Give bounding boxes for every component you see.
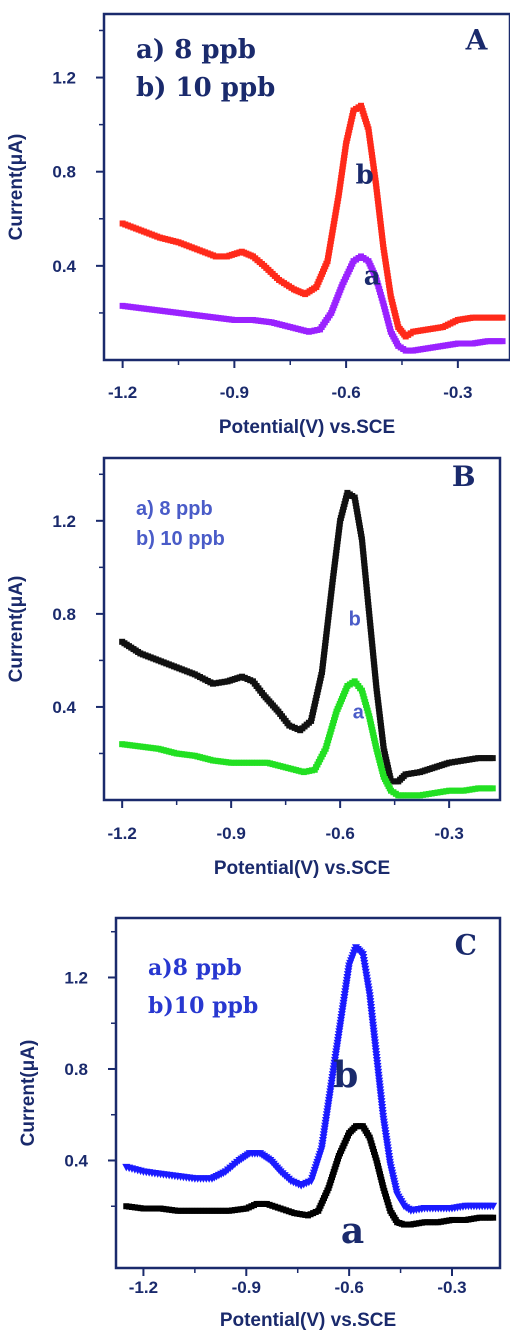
data-point — [489, 785, 496, 792]
legend-entry: a)8 ppb — [148, 955, 242, 981]
x-tick-label: -0.9 — [220, 383, 249, 402]
plot-frame — [102, 456, 502, 802]
series-b — [119, 489, 496, 785]
chart-panel-b: -1.2 -0.9 -0.6 -0.3 0.4 0.8 1.2 Potential(V) vs… — [6, 456, 502, 879]
x-tick-label: -0.9 — [232, 1278, 261, 1297]
data-point — [499, 338, 506, 345]
plot-frame — [102, 12, 510, 362]
data-point — [489, 1202, 498, 1211]
curve-label: a — [341, 1210, 364, 1252]
legend-entry: a) 8 ppb — [136, 35, 256, 65]
y-tick-label: 0.8 — [64, 1060, 88, 1079]
panel-letter: A — [465, 23, 489, 56]
y-axis-label: Current(μA) — [6, 576, 27, 683]
x-tick-label: -1.2 — [108, 824, 137, 843]
x-tick-label: -0.6 — [325, 824, 354, 843]
x-tick-label: -1.2 — [108, 383, 137, 402]
y-tick-label: 1.2 — [52, 512, 76, 531]
data-point — [490, 1214, 497, 1221]
series-b — [122, 944, 498, 1215]
data-point — [499, 314, 506, 321]
legend-entry: b)10 ppb — [148, 993, 258, 1019]
plot-frame — [114, 916, 502, 1270]
y-tick-label: 1.2 — [64, 968, 88, 987]
x-tick-label: -0.3 — [443, 383, 472, 402]
x-tick-label: -0.3 — [434, 824, 463, 843]
curve-label: a — [364, 262, 381, 292]
curve-label: b — [356, 160, 374, 190]
chart-panel-c: -1.2 -0.9 -0.6 -0.3 0.4 0.8 1.2 Potential(V) vs… — [18, 916, 502, 1331]
y-tick-label: 0.4 — [64, 1151, 88, 1170]
y-axis-label: Current(μA) — [18, 1040, 39, 1147]
curve-label: a — [353, 702, 365, 724]
y-tick-label: 0.4 — [52, 698, 76, 717]
x-tick-label: -0.3 — [437, 1278, 466, 1297]
x-axis-label: Potential(V) vs.SCE — [214, 858, 390, 879]
x-axis-label: Potential(V) vs.SCE — [219, 417, 395, 438]
y-tick-label: 0.8 — [52, 605, 76, 624]
chart-panel-a: -1.2 -0.9 -0.6 -0.3 0.4 0.8 1.2 Potential(V) vs… — [6, 12, 510, 438]
legend-entry: b) 10 ppb — [136, 528, 225, 550]
x-axis-label: Potential(V) vs.SCE — [220, 1310, 396, 1331]
curve-label: b — [349, 609, 361, 631]
panel-letter: C — [455, 929, 477, 962]
y-tick-label: 1.2 — [52, 69, 76, 88]
x-tick-label: -0.6 — [334, 1278, 363, 1297]
x-tick-label: -0.6 — [331, 383, 360, 402]
series-a — [123, 1123, 497, 1228]
data-point — [489, 755, 496, 762]
series-b — [119, 102, 506, 340]
y-tick-label: 0.8 — [52, 163, 76, 182]
x-tick-label: -0.9 — [217, 824, 246, 843]
y-axis-label: Current(μA) — [6, 134, 27, 241]
x-tick-label: -1.2 — [129, 1278, 158, 1297]
legend-entry: b) 10 ppb — [136, 73, 275, 103]
legend-entry: a) 8 ppb — [136, 498, 213, 520]
series-a — [119, 253, 506, 354]
curve-label: b — [333, 1054, 358, 1096]
panel-letter: B — [452, 460, 476, 493]
series-a — [119, 678, 496, 799]
y-tick-label: 0.4 — [52, 257, 76, 276]
